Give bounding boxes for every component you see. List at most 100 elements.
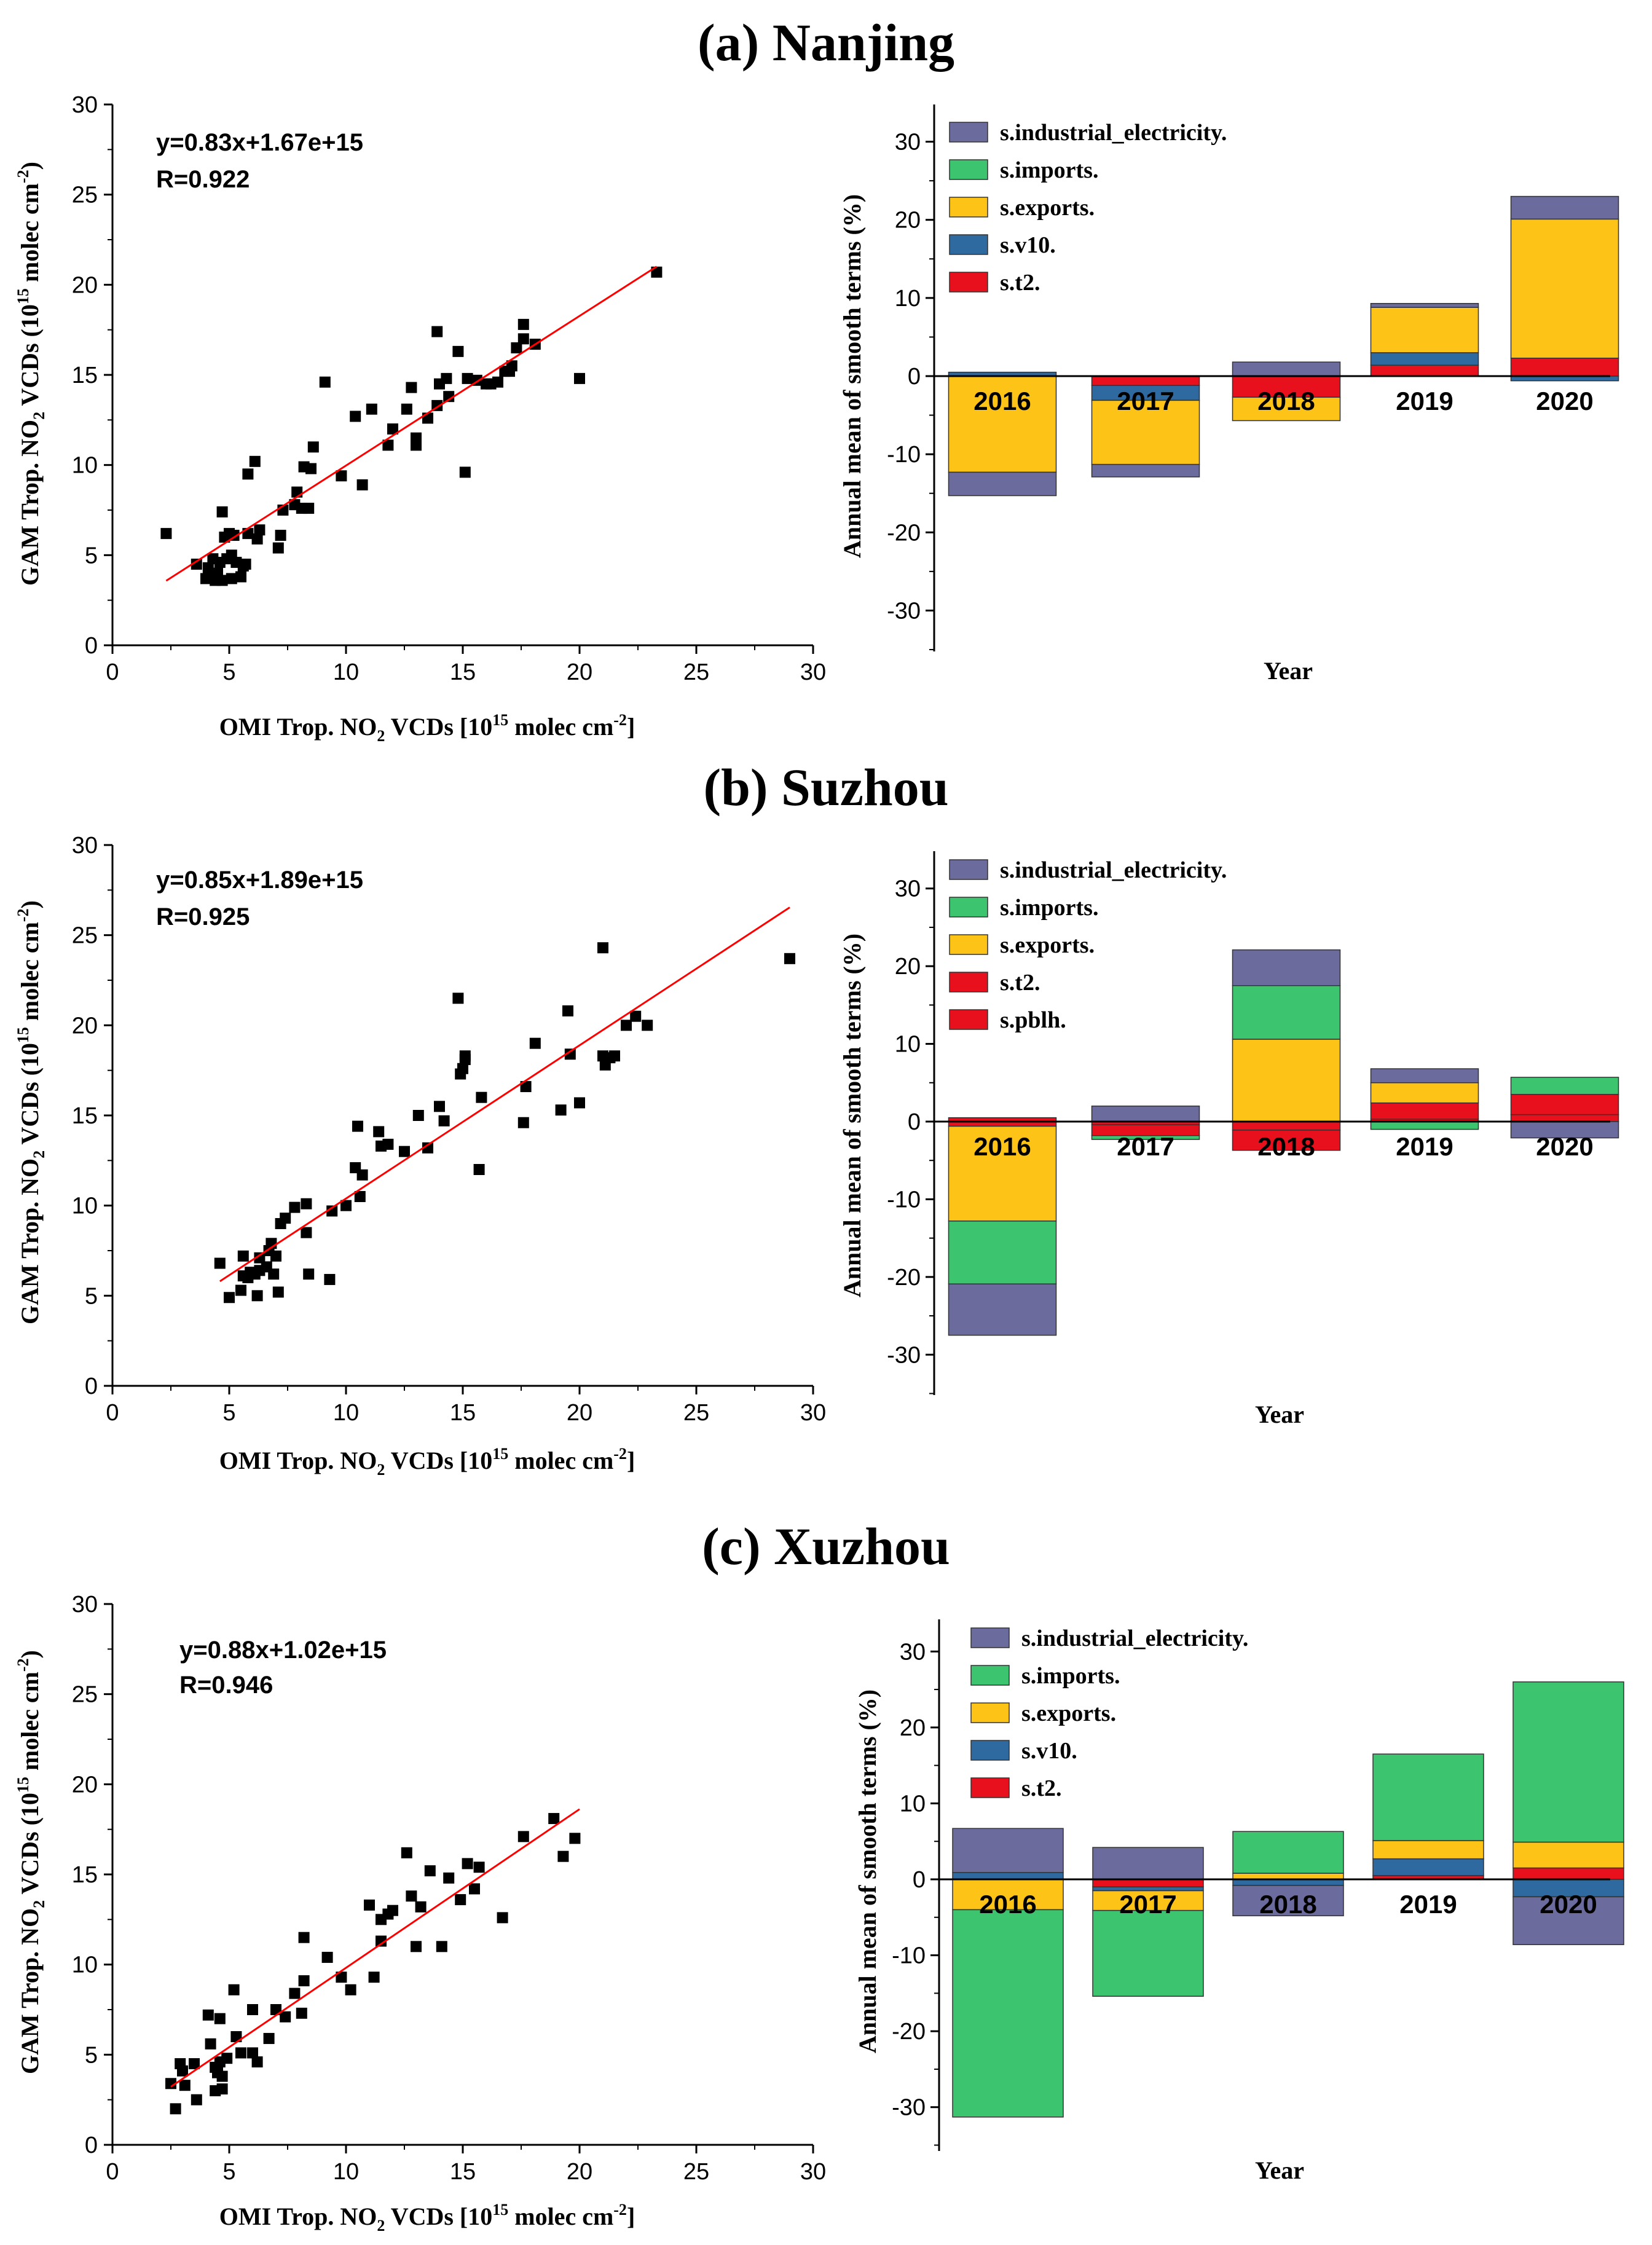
scatter-point bbox=[642, 1020, 653, 1031]
x-tick-label: 25 bbox=[683, 659, 709, 685]
scatter-point bbox=[562, 1005, 573, 1016]
scatter-point bbox=[289, 1201, 301, 1213]
scatter-point bbox=[411, 1941, 422, 1952]
bar-segment-industrial-electricity bbox=[1091, 463, 1200, 478]
scatter-point bbox=[462, 1858, 473, 1870]
y-tick-label: 30 bbox=[72, 1592, 98, 1618]
bar-segment-exports bbox=[1512, 1841, 1624, 1869]
x-tick-label: 30 bbox=[800, 2159, 826, 2185]
scatter-point bbox=[242, 468, 254, 480]
scatter-point bbox=[352, 1120, 363, 1132]
scatter-point bbox=[574, 1097, 585, 1109]
y-tick-label: 10 bbox=[895, 1032, 921, 1058]
bar-segment-industrial-electricity bbox=[948, 471, 1057, 497]
legend-label: s.industrial_electricity. bbox=[1000, 120, 1227, 146]
scatter-point bbox=[399, 1146, 410, 1157]
year-label: 2019 bbox=[1399, 1890, 1457, 1919]
scatter-point bbox=[497, 1912, 508, 1924]
x-tick-label: 30 bbox=[800, 659, 826, 685]
scatter-point bbox=[298, 1975, 310, 1987]
legend-swatch bbox=[970, 1665, 1010, 1686]
y-tick-label: 0 bbox=[85, 1374, 98, 1399]
scatter-point bbox=[216, 2083, 228, 2095]
legend-label: s.t2. bbox=[1021, 1775, 1061, 1801]
scatter-point bbox=[366, 403, 377, 415]
correlation-label: R=0.922 bbox=[156, 166, 250, 193]
legend-swatch bbox=[970, 1702, 1010, 1723]
scatter-point bbox=[422, 1142, 433, 1154]
scatter-point bbox=[270, 2004, 281, 2015]
y-tick-label: 30 bbox=[72, 833, 98, 859]
scatter-point bbox=[249, 455, 261, 467]
y-axis-label: GAM Trop. NO2 VCDs (1015 molec cm-2) bbox=[14, 900, 48, 1324]
bar-segment-imports bbox=[1512, 1681, 1624, 1843]
legend-label: s.exports. bbox=[1021, 1700, 1116, 1726]
bar-segment-industrial-electricity bbox=[1091, 1105, 1200, 1122]
scatter-point bbox=[263, 2032, 275, 2044]
scatter-point bbox=[457, 1063, 468, 1074]
legend-swatch bbox=[949, 234, 988, 255]
year-label: 2017 bbox=[1117, 1132, 1174, 1161]
scatter-point bbox=[557, 1850, 569, 1862]
legend-label: s.t2. bbox=[1000, 970, 1040, 996]
y-tick-label: 20 bbox=[895, 208, 921, 234]
scatter-point bbox=[340, 1200, 352, 1211]
regression-equation: y=0.83x+1.67e+15 bbox=[156, 129, 363, 156]
scatter-point bbox=[202, 2009, 214, 2021]
scatter-point bbox=[305, 463, 317, 474]
legend-swatch bbox=[970, 1627, 1010, 1648]
scatter-point bbox=[401, 403, 412, 415]
legend-label: s.exports. bbox=[1000, 195, 1095, 221]
y-tick-label: -30 bbox=[887, 1342, 921, 1368]
correlation-label: R=0.925 bbox=[156, 903, 250, 930]
y-tick-label: 30 bbox=[72, 92, 98, 118]
x-tick-label: 15 bbox=[450, 659, 476, 685]
scatter-point bbox=[382, 439, 394, 451]
year-label: 2017 bbox=[1119, 1890, 1176, 1919]
scatter-point bbox=[240, 559, 251, 570]
scatter-point bbox=[326, 1205, 338, 1217]
y-tick-label: -10 bbox=[892, 1943, 926, 1969]
x-tick-label: 10 bbox=[333, 2159, 359, 2185]
legend-swatch bbox=[949, 122, 988, 143]
bar-segment-t2 bbox=[1091, 375, 1200, 387]
scatter-point bbox=[574, 372, 585, 384]
y-tick-label: 10 bbox=[900, 1791, 926, 1817]
scatter-point bbox=[336, 1972, 347, 1983]
y-tick-label: -10 bbox=[887, 442, 921, 468]
scatter-point bbox=[272, 542, 284, 554]
bar-segment-v10 bbox=[1512, 1879, 1624, 1898]
scatter-chart-nanjing: y=0.83x+1.67e+15 R=0.922 OMI Trop. NO2 V… bbox=[14, 92, 826, 745]
scatter-point bbox=[165, 2078, 176, 2090]
x-tick-label: 0 bbox=[106, 659, 119, 685]
scatter-point bbox=[191, 2094, 202, 2105]
regression-line bbox=[165, 265, 658, 582]
y-tick-label: 30 bbox=[895, 876, 921, 902]
scatter-point bbox=[228, 1984, 240, 1995]
x-axis-label: Year bbox=[1255, 2157, 1304, 2184]
bar-segment-industrial-electricity bbox=[1232, 361, 1341, 377]
legend-label: s.pblh. bbox=[1000, 1007, 1066, 1033]
y-tick-label: 10 bbox=[895, 286, 921, 312]
bar-segment-t2 bbox=[1232, 1130, 1341, 1151]
y-axis-label: Annual mean of smooth terms (%) bbox=[838, 934, 866, 1297]
scatter-point bbox=[251, 533, 263, 545]
y-axis-label: Annual mean of smooth terms (%) bbox=[838, 194, 866, 558]
y-tick-label: 0 bbox=[908, 1109, 921, 1135]
legend-label: s.imports. bbox=[1000, 895, 1098, 921]
scatter-chart-xuzhou: y=0.88x+1.02e+15 R=0.946 OMI Trop. NO2 V… bbox=[14, 1592, 826, 2235]
scatter-point bbox=[373, 1126, 385, 1138]
correlation-label: R=0.946 bbox=[179, 1672, 273, 1699]
year-label: 2019 bbox=[1396, 1132, 1453, 1161]
x-tick-label: 20 bbox=[567, 659, 592, 685]
scatter-point bbox=[303, 503, 315, 514]
y-tick-label: 20 bbox=[895, 954, 921, 980]
bar-segment-industrial-electricity bbox=[1370, 303, 1479, 308]
bar-chart-suzhou: Year Annual mean of smooth terms (%) -30… bbox=[838, 851, 1619, 1428]
scatter-point bbox=[247, 2047, 258, 2059]
x-tick-label: 5 bbox=[222, 659, 235, 685]
legend-label: s.t2. bbox=[1000, 270, 1040, 296]
bar-segment-t2 bbox=[1092, 1879, 1204, 1888]
year-label: 2017 bbox=[1117, 387, 1174, 415]
x-tick-label: 5 bbox=[222, 1400, 235, 1426]
